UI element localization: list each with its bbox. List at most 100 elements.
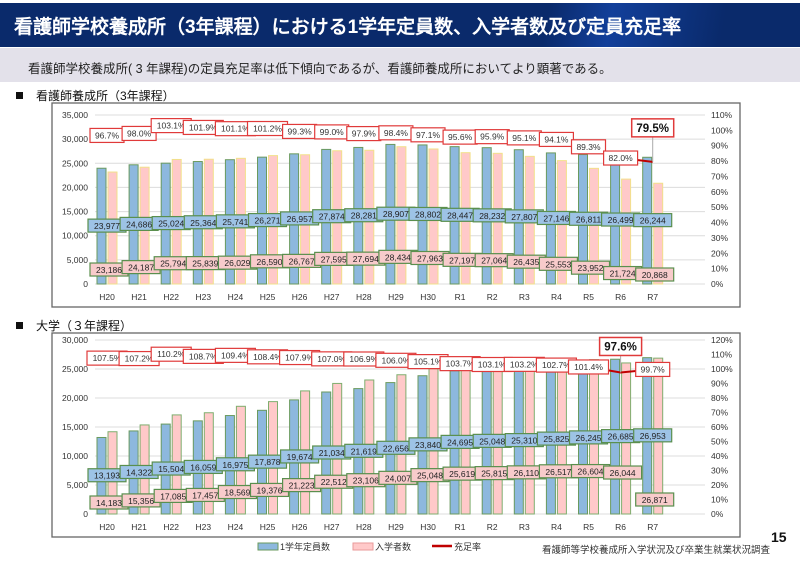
- enrolled-bar: [653, 182, 664, 285]
- rate-data-label: 95.1%: [512, 133, 537, 143]
- capacity-data-label: 25,825: [543, 434, 569, 444]
- rate-highlight-box: [598, 336, 643, 357]
- capacity-data-label: 26,953: [640, 431, 666, 441]
- enrolled-data-label: 20,868: [642, 270, 668, 280]
- rate-data-label: 96.7%: [95, 130, 120, 140]
- enrolled-data-label: 26,871: [642, 495, 668, 505]
- x-category-label: R3: [519, 292, 530, 302]
- rate-data-label-box: [602, 150, 639, 166]
- section-bullet-icon: [16, 322, 23, 329]
- rate-data-label: 101.1%: [221, 124, 250, 134]
- x-category-label: R7: [647, 522, 658, 532]
- enrolled-data-label: 26,029: [224, 258, 250, 268]
- rate-data-label: 105.1%: [414, 357, 443, 367]
- y2-tick-label: 120%: [711, 335, 733, 345]
- capacity-data-label: 21,619: [351, 446, 377, 456]
- enrolled-data-label: 26,517: [545, 467, 571, 477]
- enrolled-data-label: 28,434: [385, 252, 411, 262]
- x-category-label: H20: [99, 292, 115, 302]
- capacity-data-label: 26,271: [255, 216, 281, 226]
- y2-tick-label: 70%: [711, 171, 728, 181]
- rate-data-label: 109.4%: [221, 350, 250, 360]
- summary-banner: 看護師学校養成所( 3 年課程)の定員充足率は低下傾向であるが、看護師養成所にお…: [0, 48, 800, 82]
- enrolled-data-label: 22,512: [321, 477, 347, 487]
- y-tick-label: 35,000: [62, 110, 88, 120]
- capacity-data-label: 28,447: [447, 210, 473, 220]
- rate-data-label: 106.9%: [349, 354, 378, 364]
- enrolled-data-label: 25,839: [192, 259, 218, 269]
- enrolled-data-label: 17,457: [192, 490, 218, 500]
- y-tick-label: 30,000: [62, 335, 88, 345]
- rate-highlight-label: 79.5%: [636, 123, 669, 135]
- capacity-data-label: 23,840: [415, 440, 441, 450]
- enrolled-data-label: 26,435: [513, 257, 539, 267]
- x-category-label: H24: [228, 292, 244, 302]
- enrolled-bar: [589, 167, 599, 285]
- chart2-title: 大学（３年課程）: [36, 318, 132, 333]
- enrolled-data-label-box: [635, 267, 675, 282]
- x-category-label: R1: [455, 292, 466, 302]
- chart1-title: 看護師養成所（3年課程）: [36, 88, 175, 103]
- y2-tick-label: 30%: [711, 466, 728, 476]
- rate-data-label: 98.4%: [384, 128, 409, 138]
- enrolled-data-label: 27,963: [417, 253, 443, 263]
- rate-data-label: 95.6%: [448, 132, 473, 142]
- x-category-label: R2: [487, 522, 498, 532]
- rate-data-label-box: [570, 139, 607, 155]
- enrolled-data-label: 24,187: [128, 263, 154, 273]
- capacity-data-label: 27,807: [511, 212, 537, 222]
- enrolled-data-label: 27,197: [449, 255, 475, 265]
- enrolled-data-label: 27,595: [321, 254, 347, 264]
- capacity-data-label: 14,322: [126, 467, 152, 477]
- capacity-data-label: 24,695: [447, 437, 473, 447]
- y-tick-label: 15,000: [62, 207, 88, 217]
- y2-tick-label: 80%: [711, 156, 728, 166]
- capacity-data-label: 26,499: [608, 215, 634, 225]
- x-category-label: H22: [163, 292, 179, 302]
- capacity-data-label: 21,034: [319, 448, 345, 458]
- x-category-label: H25: [260, 522, 276, 532]
- rate-data-label: 101.9%: [189, 122, 218, 132]
- enrolled-data-label: 25,794: [160, 259, 186, 269]
- capacity-data-label: 25,048: [479, 436, 505, 446]
- y2-tick-label: 50%: [711, 437, 728, 447]
- summary-text: 看護師学校養成所( 3 年課程)の定員充足率は低下傾向であるが、看護師養成所にお…: [28, 62, 612, 76]
- enrolled-data-label: 25,048: [417, 471, 443, 481]
- capacity-data-label: 19,674: [287, 452, 313, 462]
- capacity-data-label: 16,975: [222, 460, 248, 470]
- x-category-label: H22: [163, 522, 179, 532]
- enrolled-data-label: 21,223: [289, 481, 315, 491]
- enrolled-data-label: 25,619: [449, 469, 475, 479]
- y-tick-label: 25,000: [62, 158, 88, 168]
- x-category-label: H27: [324, 292, 340, 302]
- x-category-label: H26: [292, 522, 308, 532]
- capacity-data-label: 26,811: [576, 214, 602, 224]
- rate-data-label: 110.2%: [157, 349, 186, 359]
- y2-tick-label: 110%: [711, 350, 733, 360]
- x-category-label: H30: [420, 522, 436, 532]
- capacity-data-label: 28,232: [479, 211, 505, 221]
- x-category-label: H20: [99, 522, 115, 532]
- enrolled-data-label: 18,569: [224, 488, 250, 498]
- x-category-label: H26: [292, 292, 308, 302]
- x-category-label: H28: [356, 522, 372, 532]
- enrolled-data-label: 21,724: [610, 269, 636, 279]
- enrolled-data-label: 14,183: [96, 498, 122, 508]
- y2-tick-label: 100%: [711, 125, 733, 135]
- rate-data-label: 107.0%: [317, 354, 346, 364]
- capacity-data-label: 25,364: [190, 218, 216, 228]
- rate-data-label: 103.1%: [478, 360, 507, 370]
- y-tick-label: 25,000: [62, 364, 88, 374]
- legend-enrolled-swatch: [352, 542, 374, 551]
- y2-tick-label: 80%: [711, 393, 728, 403]
- rate-data-label: 101.4%: [574, 362, 603, 372]
- section-bullet-icon: [16, 92, 23, 99]
- rate-highlight-label: 97.6%: [604, 341, 637, 353]
- enrolled-data-label: 27,694: [353, 254, 379, 264]
- x-category-label: H24: [228, 522, 244, 532]
- capacity-data-label: 25,310: [511, 436, 537, 446]
- legend-capacity-swatch: [257, 542, 279, 551]
- capacity-data-label: 13,193: [94, 471, 120, 481]
- legend: 1学年定員数 入学者数 充足率: [257, 541, 481, 552]
- chart-nursing-schools: 0 5,000 10,000 15,000 20,000 25,000 30,000 35,0…: [51, 102, 741, 308]
